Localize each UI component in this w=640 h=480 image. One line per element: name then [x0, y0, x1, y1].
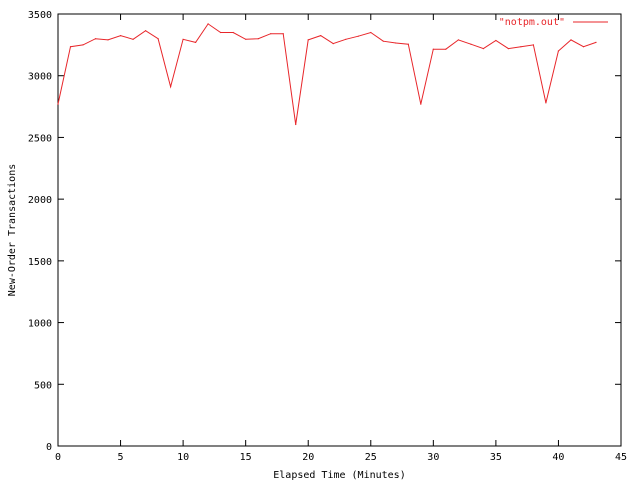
data-point — [382, 40, 384, 42]
data-point — [232, 31, 234, 34]
data-point — [157, 38, 159, 40]
data-point — [482, 48, 484, 50]
x-tick-label: 30 — [427, 452, 439, 463]
data-point — [407, 43, 409, 45]
data-point — [582, 46, 585, 48]
x-tick-label: 45 — [615, 452, 627, 463]
data-point — [257, 38, 259, 40]
x-tick-label: 15 — [240, 452, 252, 463]
y-tick-label: 0 — [46, 442, 52, 453]
y-axis-label: New-Order Transactions — [7, 164, 18, 296]
data-point — [470, 43, 472, 45]
data-point — [57, 103, 59, 105]
data-point — [370, 31, 372, 34]
data-point — [345, 38, 347, 40]
data-point — [432, 48, 434, 50]
data-point — [332, 43, 334, 45]
data-point — [557, 50, 560, 52]
data-point — [295, 123, 297, 126]
data-point — [495, 39, 497, 42]
data-point — [270, 33, 272, 35]
data-point — [457, 39, 459, 41]
data-point — [520, 46, 522, 48]
y-tick-label: 500 — [34, 380, 52, 391]
y-tick-label: 2000 — [28, 195, 52, 206]
data-point — [220, 31, 222, 34]
data-point — [207, 23, 209, 25]
data-point — [69, 46, 72, 48]
data-point — [82, 44, 84, 46]
data-point — [595, 41, 597, 44]
x-tick-label: 35 — [490, 452, 502, 463]
data-point — [420, 103, 422, 105]
data-point — [182, 38, 184, 40]
data-point — [545, 102, 547, 104]
series-layer — [57, 23, 597, 126]
data-point — [120, 35, 122, 37]
x-tick-label: 10 — [177, 452, 189, 463]
y-tick-label: 3000 — [28, 72, 52, 83]
data-point — [282, 33, 284, 35]
data-point — [445, 48, 447, 50]
data-point — [195, 41, 197, 44]
data-point — [94, 38, 97, 40]
x-tick-label: 20 — [302, 452, 314, 463]
data-point — [245, 38, 247, 40]
y-tick-label: 1000 — [28, 319, 52, 330]
y-tick-label: 2500 — [28, 133, 52, 144]
y-tick-label: 1500 — [28, 257, 52, 268]
data-point — [145, 30, 147, 32]
data-point — [132, 38, 134, 40]
data-point — [532, 44, 535, 46]
x-tick-label: 5 — [118, 452, 124, 463]
data-point — [107, 39, 109, 41]
data-point — [170, 86, 172, 88]
data-point — [570, 39, 572, 41]
data-point — [507, 48, 509, 50]
x-tick-label: 25 — [365, 452, 377, 463]
plot-frame — [57, 13, 622, 447]
data-point — [320, 35, 322, 37]
data-point — [357, 35, 359, 37]
data-point — [395, 42, 397, 44]
x-tick-label: 40 — [552, 452, 564, 463]
y-tick-label: 3500 — [28, 10, 52, 21]
x-axis-ticks: 0 5 10 15 20 25 30 35 40 45 — [55, 14, 627, 463]
x-tick-label: 0 — [55, 452, 61, 463]
x-axis-label: Elapsed Time (Minutes) — [273, 470, 405, 480]
legend: "notpm.out" — [499, 17, 608, 28]
y-axis-ticks: 0 500 1000 1500 2000 2500 3000 3500 — [28, 10, 621, 453]
data-point — [307, 39, 309, 41]
series-line — [57, 23, 597, 125]
legend-label: "notpm.out" — [499, 17, 565, 28]
